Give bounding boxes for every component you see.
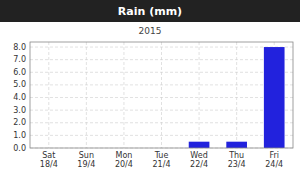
x-grid-line — [236, 42, 237, 148]
bars — [189, 47, 285, 148]
y-tick-label: 4.0 — [13, 93, 26, 102]
chart-container: Rain (mm) 2015 0.0 1.0 2.0 3.0 4.0 5.0 6.0 7.0 8.0… — [0, 0, 300, 188]
y-tick-label: 6.0 — [13, 68, 26, 77]
y-tick-label: 7.0 — [13, 55, 26, 64]
x-grid-line — [123, 42, 124, 148]
title: Rain (mm) — [118, 5, 182, 18]
x-tick-label: Thu23/4 — [228, 151, 246, 169]
x-tick-label: Sun19/4 — [77, 151, 95, 169]
title-bar — [0, 0, 300, 22]
subtitle: 2015 — [139, 26, 162, 36]
x-tick-label: Tue21/4 — [153, 151, 171, 169]
chart-svg: Rain (mm) 2015 0.0 1.0 2.0 3.0 4.0 5.0 6.0 7.0 8.0… — [0, 0, 300, 188]
y-tick-label: 5.0 — [13, 80, 26, 89]
y-tick-label: 3.0 — [13, 106, 26, 115]
x-grid-line — [48, 42, 49, 148]
x-grid-line — [161, 42, 162, 148]
x-grid-line — [199, 42, 200, 148]
bar — [264, 47, 285, 148]
plot-frame — [30, 42, 293, 148]
y-grid-line — [30, 135, 293, 136]
bar — [226, 142, 247, 148]
y-tick-label: 1.0 — [13, 131, 26, 140]
x-tick-label: Fri24/4 — [265, 151, 283, 169]
x-grid-line — [86, 42, 87, 148]
y-tick-label: 8.0 — [13, 43, 26, 52]
grid — [30, 42, 293, 148]
x-tick-label: Mon20/4 — [115, 151, 133, 169]
x-tick-label: Sat18/4 — [40, 151, 58, 169]
bar — [189, 142, 210, 148]
y-tick-label: 2.0 — [13, 118, 26, 127]
y-tick-label: 0.0 — [13, 144, 26, 153]
axes: 0.0 1.0 2.0 3.0 4.0 5.0 6.0 7.0 8.0 Sat18/4 Sun19/… — [13, 43, 283, 169]
x-tick-label: Wed22/4 — [190, 151, 208, 169]
